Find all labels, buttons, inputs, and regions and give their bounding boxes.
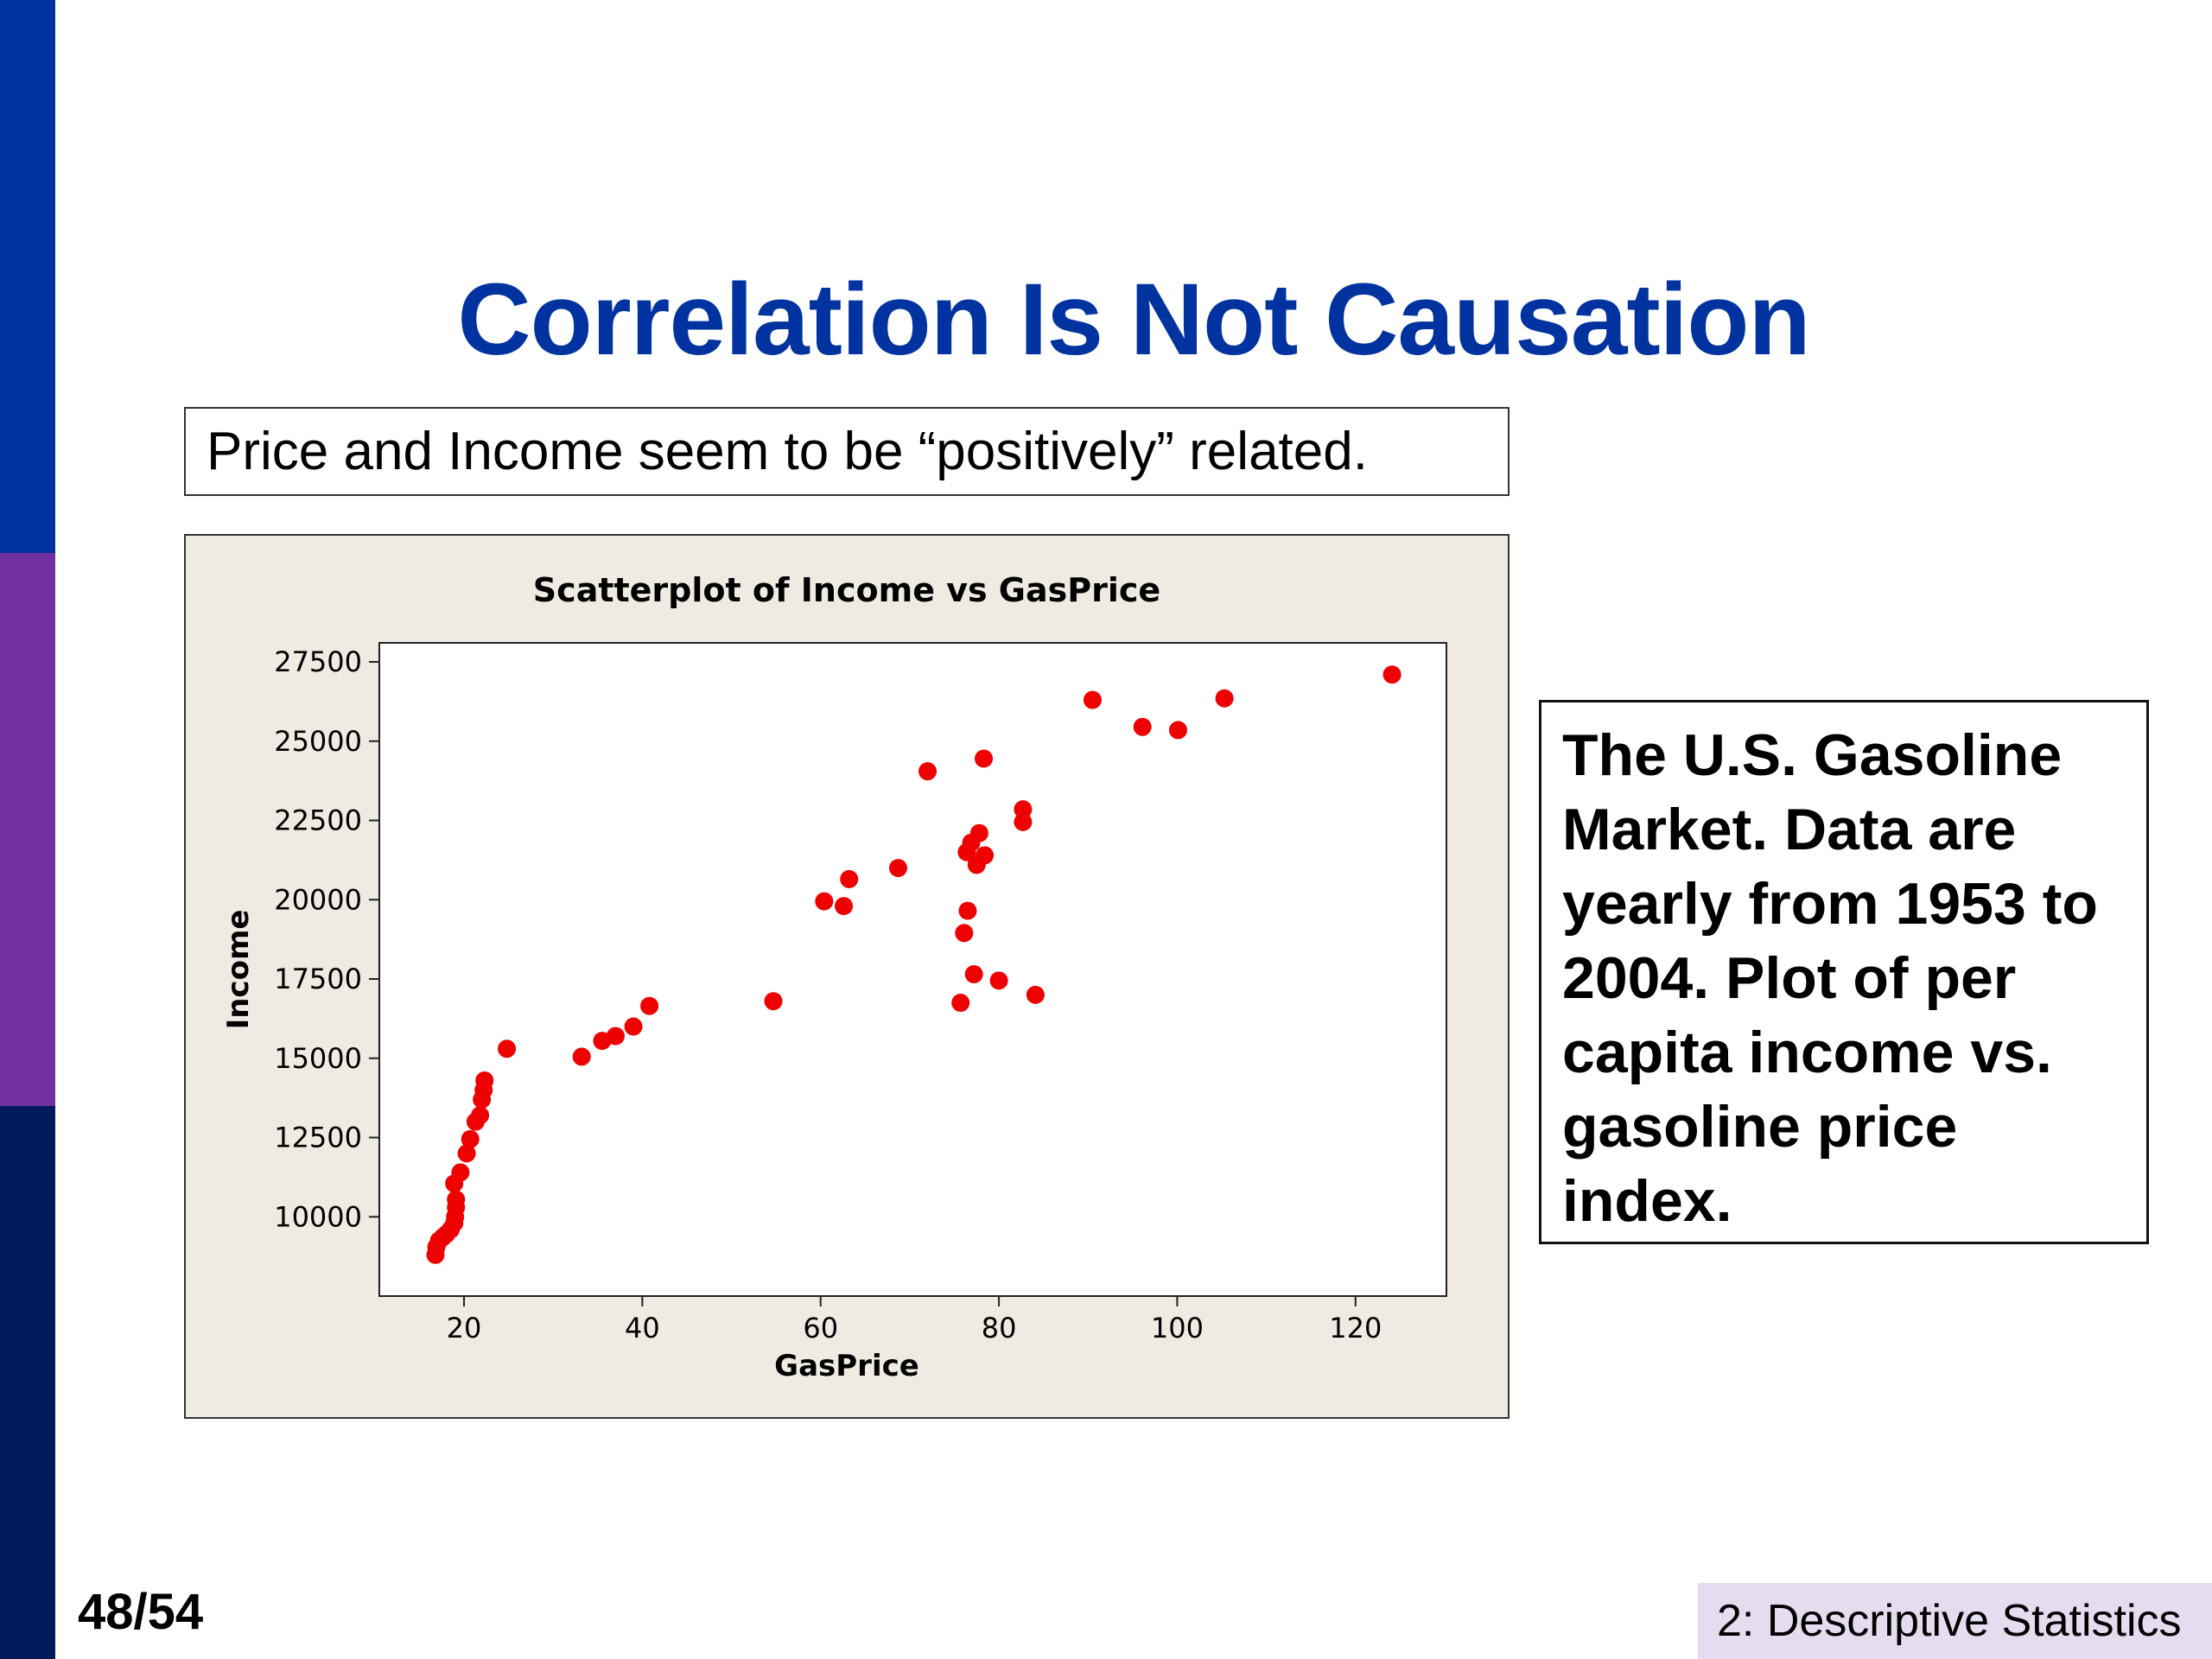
data-point: [447, 1190, 466, 1209]
y-axis: 10000 12500 15000 17500 20000 22500 25000 27500: [274, 645, 379, 1233]
data-point: [964, 965, 983, 984]
y-tick-label: 17500: [274, 963, 362, 995]
y-axis-label: Income: [221, 910, 256, 1030]
chart-title: Scatterplot of Income vs GasPrice: [533, 571, 1160, 609]
side-band-middle: [0, 553, 55, 1106]
x-tick-label: 120: [1329, 1312, 1382, 1344]
page-number: 48/54: [78, 1584, 204, 1640]
data-point: [640, 996, 659, 1015]
side-band-bottom: [0, 1106, 55, 1659]
data-point: [624, 1017, 643, 1036]
data-point: [461, 1129, 480, 1148]
y-tick-label: 25000: [274, 725, 362, 758]
data-point: [958, 901, 977, 920]
y-tick-label: 22500: [274, 804, 362, 837]
data-point: [1133, 717, 1152, 736]
scatterplot-svg: Scatterplot of Income vs GasPrice 100001…: [221, 571, 1447, 1383]
data-point: [475, 1071, 494, 1090]
data-point: [606, 1027, 625, 1046]
section-footer: 2: Descriptive Statistics: [1698, 1583, 2212, 1659]
data-point: [572, 1047, 591, 1066]
data-point: [951, 994, 970, 1013]
x-axis: 20 40 60 80 100 120: [447, 1296, 1382, 1344]
data-point: [1014, 812, 1033, 831]
x-tick-label: 20: [447, 1312, 482, 1344]
note-textbox: The U.S. Gasoline Market. Data are yearl…: [1539, 700, 2149, 1244]
data-point: [1083, 690, 1102, 709]
data-point: [918, 762, 938, 781]
data-point: [955, 924, 974, 943]
x-axis-label: GasPrice: [774, 1349, 919, 1383]
y-tick-label: 15000: [274, 1042, 362, 1075]
x-tick-label: 80: [982, 1312, 1017, 1344]
data-point: [1026, 985, 1045, 1004]
x-tick-label: 100: [1151, 1312, 1204, 1344]
x-tick-label: 40: [625, 1312, 660, 1344]
y-tick-label: 20000: [274, 883, 362, 916]
data-point: [969, 823, 988, 842]
data-point: [989, 971, 1008, 990]
intro-textbox: Price and Income seem to be “positively”…: [184, 407, 1510, 496]
scatterplot-panel: Scatterplot of Income vs GasPrice 10000 1…: [184, 534, 1510, 1419]
data-point: [1014, 800, 1033, 819]
slide-title: Correlation Is Not Causation: [457, 263, 1810, 377]
data-point: [835, 897, 854, 916]
data-point: [888, 859, 907, 878]
plot-area: [378, 642, 1447, 1297]
data-point: [976, 846, 995, 865]
data-point: [1215, 689, 1234, 708]
x-tick-label: 60: [803, 1312, 838, 1344]
y-tick-label: 12500: [274, 1122, 362, 1154]
data-point: [840, 869, 859, 888]
data-point: [1382, 665, 1402, 684]
data-point: [471, 1106, 490, 1125]
data-points: [426, 665, 1402, 1264]
data-point: [815, 892, 834, 911]
y-tick-label: 27500: [274, 645, 362, 678]
data-point: [764, 992, 783, 1011]
data-point: [457, 1144, 476, 1163]
y-tick-label: 10000: [274, 1200, 362, 1233]
data-point: [975, 749, 994, 768]
data-point: [451, 1163, 470, 1182]
side-band-top: [0, 0, 55, 553]
data-point: [498, 1039, 517, 1058]
data-point: [1168, 721, 1187, 740]
